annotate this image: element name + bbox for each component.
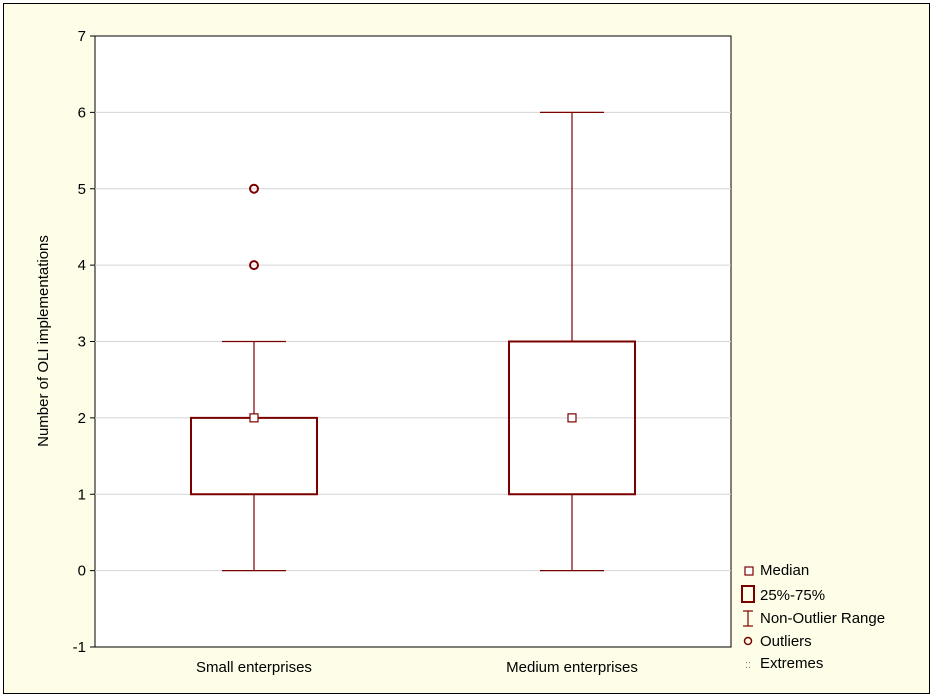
y-tick-label: 0 (78, 563, 86, 580)
y-tick-label: 3 (78, 334, 86, 351)
y-tick-label: 6 (78, 104, 86, 121)
x-tick-label: Small enterprises (196, 659, 312, 676)
iqr-box (508, 340, 636, 496)
y-tick-label: 4 (78, 257, 86, 274)
legend-item-box: 25%-75% (741, 585, 825, 604)
legend-box-icon (741, 585, 755, 603)
legend-label: 25%-75% (760, 587, 825, 604)
legend-label: Non-Outlier Range (760, 610, 885, 627)
y-tick-label: 7 (78, 28, 86, 45)
legend-label: Extremes (760, 655, 823, 672)
y-tick-label: 1 (78, 486, 86, 503)
outlier-point (249, 260, 259, 271)
y-tick-label: 2 (78, 410, 86, 427)
y-axis-ticks: -1 0 1 2 3 4 5 6 7 (73, 28, 95, 656)
legend-item-extreme: :: Extremes (745, 655, 823, 672)
legend-item-median: Median (744, 562, 809, 579)
x-axis-labels: Small enterprises Medium enterprises (196, 659, 638, 676)
legend-item-whisker: Non-Outlier Range (743, 610, 885, 627)
y-tick-label: -1 (73, 639, 86, 656)
legend-extreme-icon: :: (745, 659, 751, 671)
median-marker (567, 413, 577, 423)
legend-median-icon (744, 566, 754, 576)
outlier-point (249, 183, 259, 194)
median-marker (249, 413, 259, 423)
box-group (508, 111, 636, 572)
legend-label: Median (760, 562, 809, 579)
legend-label: Outliers (760, 633, 812, 650)
box-group (190, 183, 318, 572)
y-tick-label: 5 (78, 181, 86, 198)
box-series (190, 111, 636, 572)
legend-item-outlier: Outliers (743, 633, 812, 650)
legend-outlier-icon (743, 636, 753, 646)
y-axis-label: Number of OLI implementations (35, 235, 52, 447)
x-tick-label: Medium enterprises (506, 659, 638, 676)
